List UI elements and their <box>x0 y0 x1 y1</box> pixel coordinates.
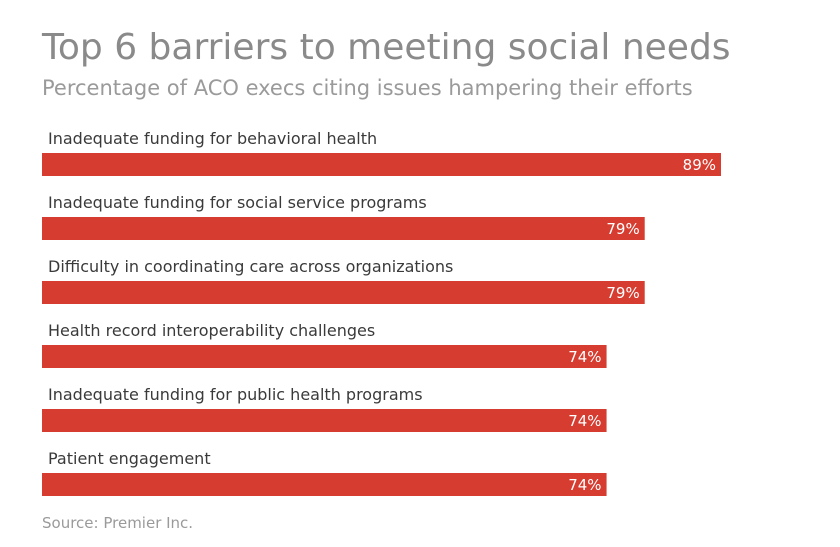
bar <box>42 281 645 304</box>
value-label: 79% <box>606 220 639 238</box>
value-label: 79% <box>606 284 639 302</box>
bar <box>42 217 645 240</box>
category-label: Difficulty in coordinating care across o… <box>48 257 453 276</box>
chart-title: Top 6 barriers to meeting social needs <box>42 27 731 68</box>
bars-group: Inadequate funding for behavioral health… <box>42 129 721 496</box>
source-note: Source: Premier Inc. <box>42 514 194 532</box>
bar <box>42 153 721 176</box>
chart-subtitle: Percentage of ACO execs citing issues ha… <box>42 76 693 100</box>
bar <box>42 409 607 432</box>
value-label: 89% <box>683 156 716 174</box>
bar <box>42 473 607 496</box>
category-label: Inadequate funding for behavioral health <box>48 129 377 148</box>
bar <box>42 345 607 368</box>
category-label: Inadequate funding for social service pr… <box>48 193 427 212</box>
category-label: Inadequate funding for public health pro… <box>48 385 423 404</box>
category-label: Patient engagement <box>48 449 211 468</box>
category-label: Health record interoperability challenge… <box>48 321 375 340</box>
value-label: 74% <box>568 476 601 494</box>
value-label: 74% <box>568 412 601 430</box>
value-label: 74% <box>568 348 601 366</box>
